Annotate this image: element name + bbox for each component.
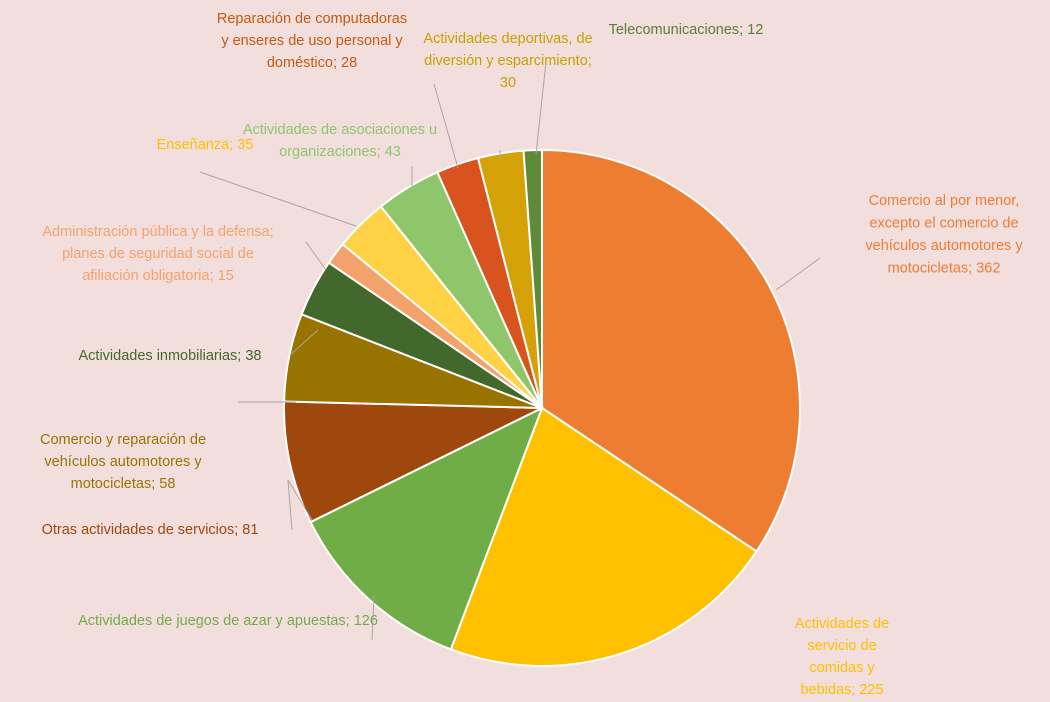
data-label-line: comidas y <box>809 660 875 676</box>
data-label-4: Otras actividades de servicios; 81 <box>42 522 259 538</box>
data-label-line: planes de seguridad social de <box>62 246 254 262</box>
leader-line-10 <box>433 83 459 169</box>
data-label-line: Enseñanza; 35 <box>157 137 254 153</box>
data-label-line: doméstico; 28 <box>267 55 357 71</box>
data-label-line: Telecomunicaciones; 12 <box>609 22 764 38</box>
data-label-8: Enseñanza; 35 <box>157 137 254 153</box>
data-label-line: Actividades inmobiliarias; 38 <box>79 348 262 364</box>
data-label-line: servicio de <box>807 638 876 654</box>
data-label-line: Actividades deportivas, de <box>423 31 592 47</box>
leader-line-7 <box>305 241 327 271</box>
data-label-2: Actividades de servicio de comidas y bebida… <box>795 616 889 698</box>
data-label-line: motocicletas; 58 <box>71 476 176 492</box>
data-label-line: Comercio al por menor, <box>869 193 1020 209</box>
data-label-line: 30 <box>500 75 516 91</box>
pie-slice-4 <box>283 400 543 524</box>
data-label-9: Actividades de asociaciones u organizacio… <box>243 122 437 160</box>
data-label-line: organizaciones; 43 <box>279 144 401 160</box>
data-label-line: afiliación obligatoria; 15 <box>82 268 234 284</box>
data-label-3: Actividades de juegos de azar y apuestas… <box>78 613 378 629</box>
data-label-line: bebidas; 225 <box>800 682 883 698</box>
pie-slice-2 <box>449 406 758 667</box>
data-label-7: Administración pública y la defensa; plan… <box>42 224 273 284</box>
leader-lines <box>199 61 821 641</box>
data-label-10: Reparación de computadoras y enseres de u… <box>217 11 407 71</box>
pie-slices <box>283 148 801 667</box>
pie-slice-3 <box>309 405 544 651</box>
data-label-line: Administración pública y la defensa; <box>42 224 273 240</box>
data-label-line: Actividades de asociaciones u <box>243 122 437 138</box>
data-label-11: Actividades deportivas, de diversión y es… <box>423 31 592 91</box>
data-label-6: Actividades inmobiliarias; 38 <box>79 348 262 364</box>
data-label-line: vehículos automotores y <box>865 238 1023 254</box>
pie-slice-12 <box>522 148 543 409</box>
data-label-12: Telecomunicaciones; 12 <box>609 22 764 38</box>
leader-line-8 <box>199 171 357 227</box>
data-labels: Comercio al por menor, excepto el comerci… <box>40 11 1023 698</box>
data-label-line: diversión y esparcimiento; <box>424 53 592 69</box>
leader-line-4 <box>287 479 313 531</box>
data-label-line: Reparación de computadoras <box>217 11 407 27</box>
data-label-line: Actividades de juegos de azar y apuestas… <box>78 613 378 629</box>
leader-line-6 <box>289 329 319 356</box>
data-label-line: excepto el comercio de <box>869 216 1018 232</box>
data-label-line: motocicletas; 362 <box>888 261 1001 277</box>
leader-line-3 <box>371 595 375 641</box>
data-label-line: Comercio y reparación de <box>40 432 206 448</box>
data-label-line: Actividades de <box>795 616 889 632</box>
data-label-1: Comercio al por menor, excepto el comerci… <box>865 193 1023 277</box>
data-label-5: Comercio y reparación de vehículos automo… <box>40 432 206 492</box>
data-label-line: y enseres de uso personal y <box>221 33 403 49</box>
data-label-line: Otras actividades de servicios; 81 <box>42 522 259 538</box>
leader-line-12 <box>535 61 547 155</box>
data-label-line: vehículos automotores y <box>44 454 202 470</box>
leader-line-1 <box>775 257 821 291</box>
